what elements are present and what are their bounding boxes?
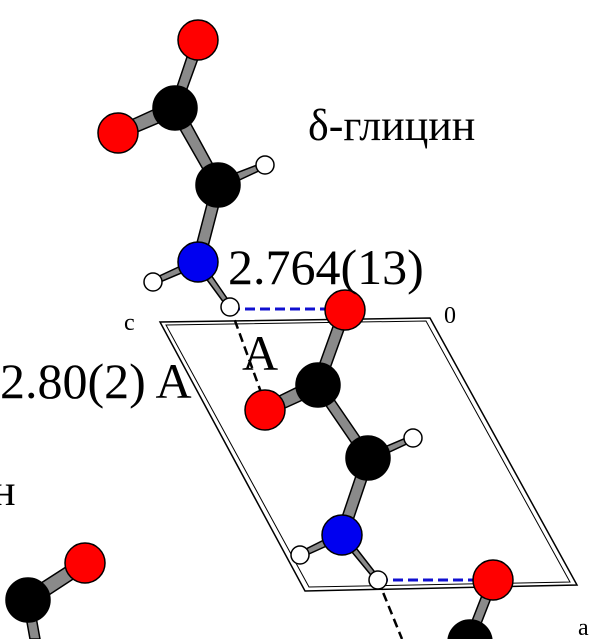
title: δ-глицин [308,101,475,150]
axis-label: a [578,615,589,639]
distance-unit: A [242,325,278,381]
structure-diagram: δ-глицин 2.764(13) A 2.80(2) A c 0 a н [0,0,598,639]
axis-label: c [124,310,135,336]
distance-label: 2.764(13) [228,239,424,295]
distance-label: 2.80(2) A [0,353,192,409]
cut-text: н [0,466,16,515]
origin-label: 0 [444,303,456,329]
